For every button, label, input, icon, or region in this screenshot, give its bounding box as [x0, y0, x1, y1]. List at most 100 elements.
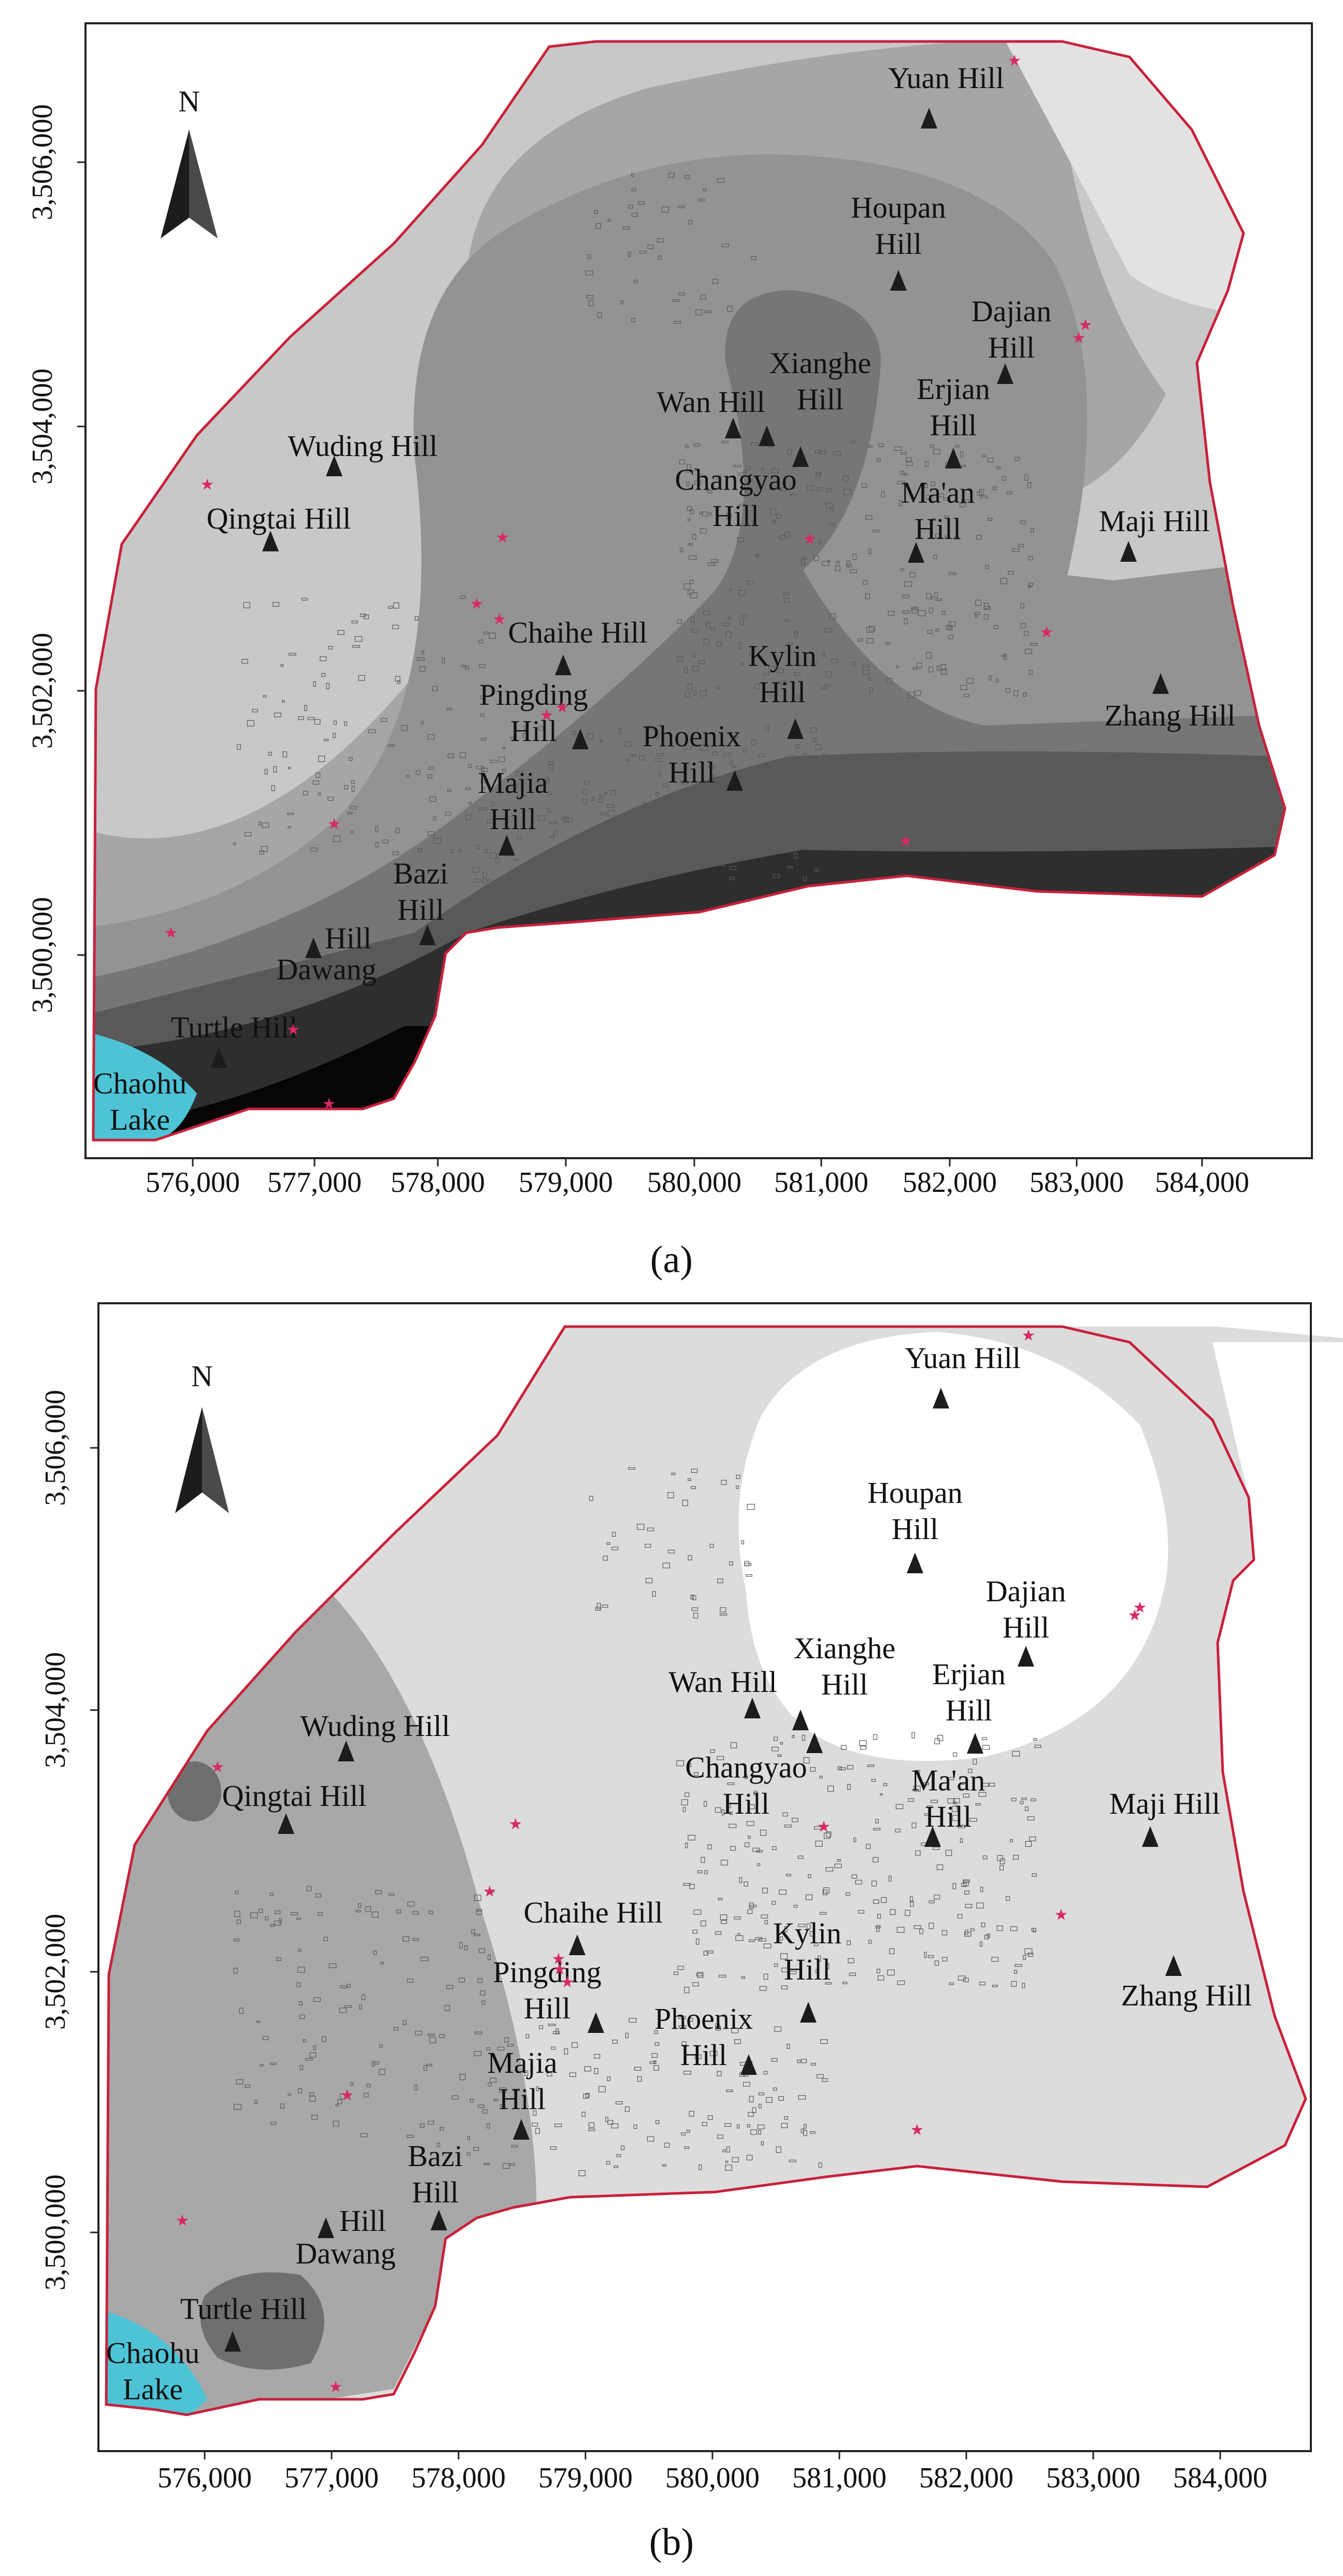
building-outline	[444, 2005, 450, 2011]
building-outline	[512, 2088, 520, 2091]
building-outline	[684, 2146, 690, 2149]
building-outline	[816, 472, 822, 476]
building-outline	[829, 523, 835, 526]
building-outline	[460, 752, 466, 758]
building-outline	[726, 513, 732, 519]
building-outline	[596, 1603, 601, 1610]
building-outline	[437, 2143, 440, 2147]
building-outline	[707, 490, 712, 493]
building-outline	[758, 1938, 766, 1942]
building-outline	[947, 1798, 955, 1804]
building-outline	[264, 768, 268, 775]
building-outline	[363, 2093, 369, 2098]
building-outline	[646, 725, 651, 730]
building-outline	[906, 462, 913, 466]
building-outline	[755, 553, 760, 557]
building-outline	[751, 442, 758, 446]
building-outline	[354, 636, 363, 642]
building-outline	[1027, 1816, 1035, 1820]
building-outline	[952, 1883, 956, 1889]
building-outline	[522, 2095, 526, 2098]
building-outline	[781, 2123, 788, 2128]
building-outline	[845, 1892, 850, 1896]
building-outline	[698, 660, 705, 664]
building-outline	[771, 468, 779, 473]
building-outline	[888, 610, 895, 616]
building-outline	[806, 1923, 811, 1929]
building-outline	[749, 1902, 754, 1909]
building-outline	[480, 737, 487, 741]
building-outline	[727, 847, 735, 851]
building-outline	[757, 2124, 765, 2129]
building-outline	[747, 2124, 750, 2128]
building-outline	[603, 1556, 608, 1561]
building-outline	[379, 2069, 385, 2075]
building-outline	[482, 787, 485, 790]
x-tick-label: 580,000	[647, 1166, 741, 1199]
building-outline	[744, 1563, 751, 1566]
sample-site-star-icon: ★	[552, 1951, 566, 1968]
building-outline	[1024, 474, 1028, 481]
y-tick-label: 3,502,000	[26, 633, 59, 749]
x-axis-ticks: 576,000 577,000 578,000 579,000 580,000 581,0…	[158, 2451, 1267, 2494]
hill-label: Erjian	[917, 372, 990, 406]
hill-label: Hill	[499, 2082, 546, 2116]
north-arrow-label: N	[191, 1359, 213, 1393]
building-outline	[964, 693, 969, 697]
building-outline	[297, 1948, 302, 1952]
building-outline	[590, 879, 598, 884]
building-outline	[260, 2064, 264, 2067]
building-outline	[687, 803, 693, 807]
building-outline	[274, 713, 282, 717]
building-outline	[1015, 1964, 1023, 1967]
building-outline	[523, 794, 527, 797]
building-outline	[584, 781, 590, 785]
building-outline	[761, 1914, 768, 1919]
building-outline	[655, 734, 659, 739]
building-outline	[474, 2031, 482, 2034]
y-tick-label: 3,502,000	[39, 1914, 72, 2030]
building-outline	[759, 2103, 762, 2109]
building-outline	[393, 602, 399, 609]
building-outline	[502, 768, 507, 772]
building-outline	[333, 733, 336, 738]
building-outline	[507, 2044, 514, 2047]
hill-marker: Zhang Hill	[1105, 673, 1235, 732]
building-outline	[904, 618, 908, 624]
building-outline	[606, 823, 609, 828]
building-outline	[535, 2128, 540, 2134]
building-outline	[373, 1951, 377, 1955]
hill-label: Hill	[821, 1668, 868, 1701]
building-outline	[380, 718, 387, 722]
hill-label: Phoenix	[642, 719, 741, 753]
building-outline	[321, 673, 326, 677]
hill-label: Erjian	[932, 1657, 1006, 1691]
building-outline	[694, 2054, 702, 2059]
north-arrow-label: N	[178, 84, 200, 118]
building-outline	[743, 470, 747, 473]
hill-triangle-icon	[1120, 541, 1137, 562]
lake-label: Chaohu Lake	[106, 2336, 199, 2406]
building-outline	[488, 1954, 491, 1960]
building-outline	[621, 2145, 625, 2150]
building-outline	[787, 449, 792, 456]
building-outline	[256, 2020, 261, 2023]
building-outline	[742, 749, 747, 753]
building-outline	[298, 2088, 302, 2094]
building-outline	[780, 1953, 788, 1960]
building-outline	[738, 590, 746, 596]
building-outline	[911, 1823, 917, 1828]
building-outline	[851, 440, 856, 444]
hill-label: Qingtai Hill	[222, 1779, 367, 1813]
hill-label: Zhang Hill	[1121, 1979, 1252, 2012]
building-outline	[605, 2116, 608, 2123]
building-outline	[328, 1963, 337, 1968]
building-outline	[474, 2051, 482, 2056]
building-outline	[868, 677, 873, 681]
building-outline	[750, 1904, 757, 1908]
building-outline	[742, 805, 746, 812]
